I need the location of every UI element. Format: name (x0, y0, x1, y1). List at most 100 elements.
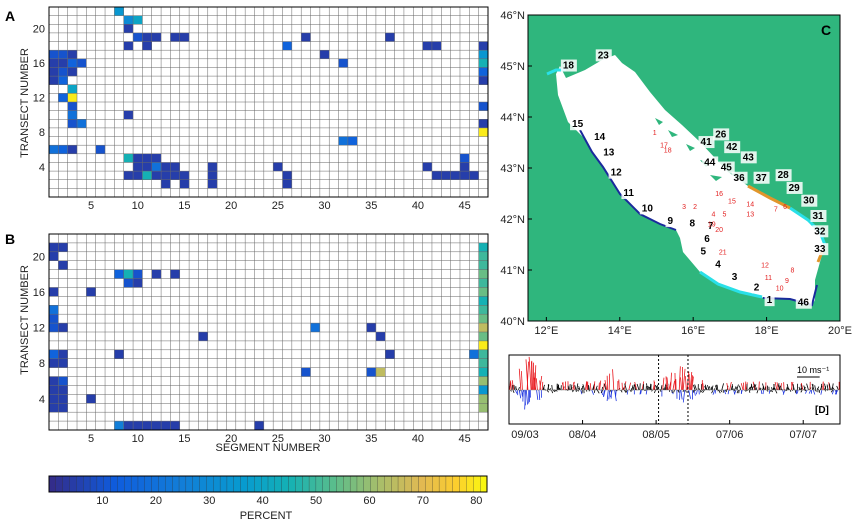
heatmap-cell (67, 67, 78, 77)
heatmap-cell (478, 305, 488, 315)
segment-label: 33 (814, 244, 826, 255)
map-y-tick-label: 43°N (500, 163, 525, 175)
wind-stick (831, 389, 835, 395)
transect-label: 12 (761, 262, 769, 269)
colorbar-swatch (356, 475, 365, 493)
y-tick-label: 16 (33, 287, 45, 299)
wind-stick (593, 381, 596, 391)
heatmap-cell (459, 162, 470, 172)
wind-stick (633, 384, 637, 391)
heatmap-cell (114, 7, 124, 16)
colorbar-swatch (144, 475, 153, 493)
heatmap-cell (58, 358, 68, 368)
map-y-tick-label: 46°N (500, 10, 525, 22)
wind-stick (688, 389, 691, 399)
heatmap-cell (114, 269, 124, 279)
wind-stick (620, 389, 623, 393)
wind-stick (831, 383, 834, 391)
heatmap-cell (49, 76, 59, 85)
colorbar-swatch (452, 475, 461, 493)
wind-stick (510, 382, 512, 391)
map-segment-labels: 1234567891011121314151823262829303132333… (560, 49, 829, 309)
transect-label: 4 (712, 211, 716, 218)
heatmap-cell (431, 41, 442, 51)
x-tick-label: 20 (225, 433, 237, 445)
heatmap-cell (58, 145, 68, 154)
wind-stick (645, 389, 648, 395)
wind-stick (673, 389, 675, 393)
colorbar-swatch (55, 475, 64, 493)
heatmap-cell (207, 179, 218, 189)
colorbar-swatch (178, 475, 187, 493)
heatmap-cell (151, 269, 162, 279)
heatmap-b-xlabel: SEGMENT NUMBER (216, 442, 321, 454)
wind-stick (800, 382, 804, 391)
wind-stick (835, 389, 838, 395)
heatmap-cell (86, 287, 96, 297)
colorbar-swatch (206, 475, 214, 493)
heatmap-cell (161, 421, 171, 430)
colorbar-swatch (391, 475, 399, 493)
heatmap-cell (469, 171, 479, 180)
wind-stick (710, 386, 712, 391)
wind-stick (626, 389, 629, 395)
colorbar-swatch (226, 475, 235, 493)
segment-label-bg (786, 181, 803, 194)
heatmap-cell (254, 421, 264, 430)
wind-stick (700, 389, 704, 393)
colorbar-swatch (158, 475, 166, 493)
wind-stick (659, 389, 662, 392)
colorbar-swatch (213, 475, 221, 493)
y-tick-label: 8 (39, 358, 45, 370)
heatmap-cell (478, 67, 488, 77)
wind-stick (572, 389, 574, 393)
wind-event-markers (658, 355, 689, 424)
heatmap-cell (49, 403, 59, 413)
wind-stick (636, 383, 640, 391)
colorbar-swatch (89, 475, 98, 493)
heatmap-cell (478, 323, 488, 332)
transect-label: 2 (693, 204, 697, 211)
segment-label: 7 (708, 221, 714, 232)
wind-stick (668, 381, 672, 391)
wind-stick (832, 387, 835, 391)
wind-stick (814, 385, 816, 391)
wind-stick (666, 377, 669, 391)
heatmap-cell (151, 153, 162, 163)
wind-stick (610, 389, 613, 398)
wind-stick (600, 389, 604, 394)
heatmap-cell (49, 67, 59, 77)
wind-stick (698, 388, 701, 391)
panel-d-label: [D] (815, 405, 829, 416)
segment-label: 9 (667, 216, 673, 227)
map-x-tick-label: 14°E (608, 325, 632, 337)
segment-label-bg (713, 128, 730, 141)
wind-stick (812, 389, 816, 395)
segment-label: 30 (803, 196, 815, 207)
segment-label: 29 (789, 183, 801, 194)
colorbar-swatch (83, 475, 91, 493)
heatmap-cell (133, 171, 143, 180)
colorbar-swatch (397, 475, 406, 493)
y-tick-label: 16 (33, 58, 45, 70)
heatmap-cell (67, 110, 78, 120)
heatmap-cell (207, 162, 218, 172)
wind-stick (533, 377, 537, 391)
wind-stick (662, 377, 665, 391)
wind-stick (653, 380, 656, 391)
colorbar-swatch (411, 475, 420, 493)
heatmap-cell (422, 41, 432, 51)
segment-label-bg (639, 202, 656, 215)
heatmap-cell (142, 153, 152, 163)
heatmap-cell (95, 145, 106, 154)
wind-stick (775, 389, 778, 394)
x-tick-label: 25 (272, 433, 284, 445)
heatmap-cell (123, 15, 134, 25)
colorbar-swatch (343, 475, 351, 493)
transect-label: 13 (746, 211, 754, 218)
wind-stick (739, 385, 742, 391)
wind-stick (573, 382, 575, 391)
segment-label: 44 (704, 157, 716, 168)
heatmap-cell (459, 153, 470, 163)
heatmap-cell (142, 32, 152, 42)
